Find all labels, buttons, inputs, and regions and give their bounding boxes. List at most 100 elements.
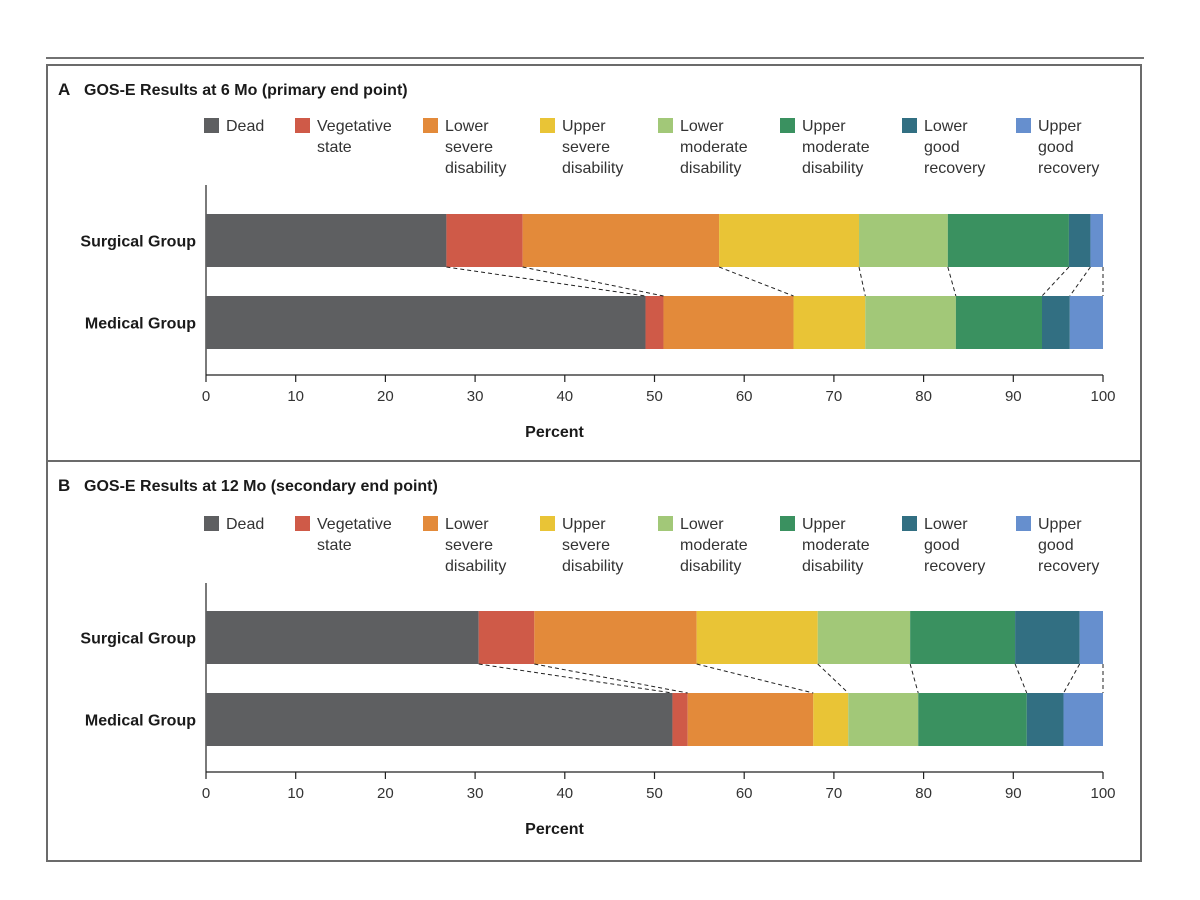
- legend-label: moderate: [802, 537, 870, 554]
- bar-segment-lower_moderate: [848, 693, 919, 746]
- x-tick-label: 20: [377, 388, 394, 405]
- boundary-connector: [534, 663, 688, 694]
- legend-label: Vegetative: [317, 516, 392, 533]
- legend-swatch-vegetative: [295, 516, 310, 531]
- legend-label: disability: [680, 558, 741, 575]
- x-tick-label: 0: [202, 785, 210, 802]
- bar-segment-upper_severe: [696, 611, 818, 664]
- bar-segment-upper_severe: [793, 296, 866, 349]
- legend-label: good: [924, 537, 960, 554]
- x-tick-label: 70: [826, 785, 843, 802]
- bar-segment-lower_severe: [687, 693, 814, 746]
- bar-segment-vegetative: [672, 693, 688, 746]
- legend-label: Upper: [802, 516, 846, 533]
- x-tick-label: 100: [1090, 388, 1115, 405]
- x-tick-label: 80: [915, 785, 932, 802]
- boundary-connector: [1069, 266, 1091, 297]
- legend: Dead Vegetative state Lower severe disability…: [204, 516, 1099, 575]
- panel-a: A GOS-E Results at 6 Mo (primary end poin…: [58, 80, 1116, 441]
- panel-title: GOS-E Results at 6 Mo (primary end point…: [84, 82, 408, 99]
- x-tick-label: 50: [646, 785, 663, 802]
- legend-label: Lower: [680, 118, 724, 135]
- bar-segment-lower_severe: [534, 611, 697, 664]
- bar-segment-upper_good: [1063, 693, 1103, 746]
- x-tick-label: 30: [467, 785, 484, 802]
- legend-label: Upper: [1038, 516, 1082, 533]
- x-axis-title: Percent: [525, 821, 584, 838]
- legend-swatch-upper_severe: [540, 118, 555, 133]
- bar-segment-lower_good: [1068, 214, 1091, 267]
- bar-segment-upper_moderate: [955, 296, 1043, 349]
- panel-letter: B: [58, 476, 70, 495]
- category-label: Medical Group: [85, 713, 196, 730]
- legend-swatch-dead: [204, 516, 219, 531]
- legend-swatch-upper_moderate: [780, 516, 795, 531]
- legend-label: Vegetative: [317, 118, 392, 135]
- legend-label: moderate: [680, 537, 748, 554]
- legend-label: good: [1038, 537, 1074, 554]
- legend-label: moderate: [680, 139, 748, 156]
- x-tick-label: 10: [287, 388, 304, 405]
- bar-segment-vegetative: [446, 214, 523, 267]
- category-label: Surgical Group: [80, 631, 196, 648]
- legend-swatch-lower_good: [902, 516, 917, 531]
- legend-label: recovery: [1038, 558, 1099, 575]
- boundary-connector: [1063, 663, 1081, 694]
- boundary-connector: [858, 266, 866, 297]
- legend-label: Upper: [562, 516, 606, 533]
- boundary-connector: [718, 266, 794, 297]
- legend-label: recovery: [924, 160, 985, 177]
- legend-label: disability: [562, 160, 623, 177]
- legend-label: severe: [562, 139, 610, 156]
- bar-segment-lower_severe: [663, 296, 794, 349]
- panel-b: B GOS-E Results at 12 Mo (secondary end p…: [58, 476, 1116, 838]
- legend-label: good: [1038, 139, 1074, 156]
- legend-label: Upper: [562, 118, 606, 135]
- bar-segment-upper_good: [1069, 296, 1103, 349]
- boundary-connector: [909, 663, 919, 694]
- category-label: Surgical Group: [80, 234, 196, 251]
- bar-segment-upper_severe: [813, 693, 849, 746]
- legend-swatch-lower_moderate: [658, 516, 673, 531]
- boundary-connector: [1041, 266, 1070, 297]
- bar-segment-upper_severe: [719, 214, 860, 267]
- legend-swatch-upper_good: [1016, 118, 1031, 133]
- panel-title: GOS-E Results at 12 Mo (secondary end po…: [84, 478, 438, 495]
- category-label: Medical Group: [85, 316, 196, 333]
- legend-label: severe: [562, 537, 610, 554]
- x-tick-label: 90: [1005, 388, 1022, 405]
- x-tick-label: 0: [202, 388, 210, 405]
- boundary-connector: [522, 266, 664, 297]
- legend-swatch-upper_severe: [540, 516, 555, 531]
- x-tick-label: 30: [467, 388, 484, 405]
- legend-label: disability: [802, 160, 863, 177]
- legend: Dead Vegetative state Lower severe disability…: [204, 118, 1099, 177]
- x-tick-label: 100: [1090, 785, 1115, 802]
- bar-segment-lower_moderate: [859, 214, 948, 267]
- legend-swatch-lower_good: [902, 118, 917, 133]
- bar-segment-dead: [206, 693, 673, 746]
- boundary-connector: [947, 266, 957, 297]
- boundary-connector: [696, 663, 814, 694]
- boundary-connector: [817, 663, 849, 694]
- boundary-connector: [478, 663, 673, 694]
- legend-label: disability: [445, 558, 506, 575]
- legend-label: state: [317, 139, 352, 156]
- boundary-connector: [1014, 663, 1028, 694]
- legend-label: Lower: [924, 118, 968, 135]
- legend-label: Lower: [680, 516, 724, 533]
- bar-segment-vegetative: [478, 611, 535, 664]
- bar-segment-lower_moderate: [817, 611, 911, 664]
- legend-swatch-upper_moderate: [780, 118, 795, 133]
- legend-label: state: [317, 537, 352, 554]
- bar-segment-upper_good: [1090, 214, 1103, 267]
- legend-label: Lower: [445, 118, 489, 135]
- legend-swatch-dead: [204, 118, 219, 133]
- bar-segment-upper_good: [1079, 611, 1103, 664]
- figure-frame: [46, 64, 1142, 862]
- bar-segment-vegetative: [645, 296, 664, 349]
- legend-label: moderate: [802, 139, 870, 156]
- legend-label: disability: [802, 558, 863, 575]
- x-tick-label: 50: [646, 388, 663, 405]
